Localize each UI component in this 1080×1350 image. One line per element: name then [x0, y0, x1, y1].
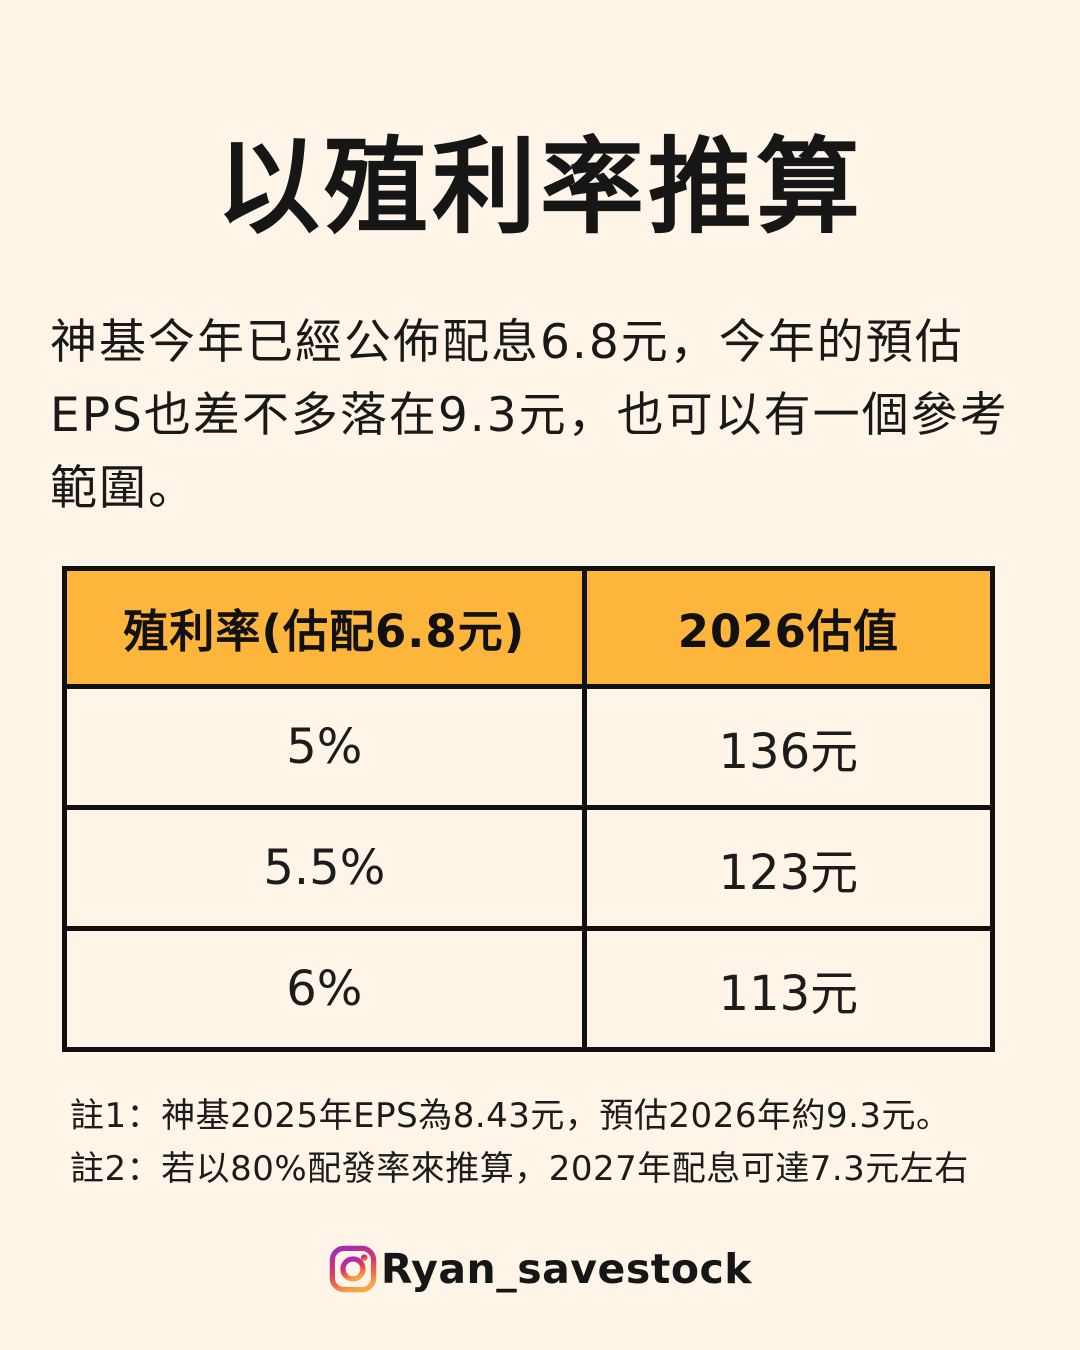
yield-cell: 5.5% — [62, 804, 587, 931]
footer: Ryan_savestock — [0, 1244, 1080, 1294]
table-row: 5% 136元 — [62, 683, 996, 810]
paragraph-line: 神基今年已經公佈配息6.8元，今年的預估 — [50, 314, 964, 370]
table-row: 5.5% 123元 — [62, 804, 996, 931]
paragraph-line: EPS也差不多落在9.3元，也可以有一個參考 — [50, 387, 1009, 443]
yield-cell: 6% — [62, 925, 587, 1052]
footnotes: 註1：神基2025年EPS為8.43元，預估2026年約9.3元。 註2：若以8… — [70, 1090, 1080, 1196]
price-cell: 113元 — [581, 925, 996, 1052]
valuation-table: 殖利率(估配6.8元) 2026估值 5% 136元 5.5% 123元 6% … — [62, 565, 996, 1052]
instagram-handle: Ryan_savestock — [380, 1244, 753, 1293]
footnote-1: 註1：神基2025年EPS為8.43元，預估2026年約9.3元。 — [70, 1095, 951, 1136]
price-cell: 123元 — [581, 804, 996, 931]
page-title: 以殖利率推算 — [215, 126, 864, 248]
table-header-estimate: 2026估值 — [581, 565, 996, 689]
footnote-2: 註2：若以80%配發率來推算，2027年配息可達7.3元左右 — [70, 1148, 969, 1189]
price-cell: 136元 — [581, 683, 996, 810]
paragraph-line: 範圍。 — [50, 460, 197, 516]
table-header-row: 殖利率(估配6.8元) 2026估值 — [62, 565, 996, 689]
table-header-yield: 殖利率(估配6.8元) — [62, 565, 587, 689]
intro-paragraph: 神基今年已經公佈配息6.8元，今年的預估 EPS也差不多落在9.3元，也可以有一… — [0, 306, 1080, 525]
yield-cell: 5% — [62, 683, 587, 810]
instagram-icon — [329, 1245, 377, 1292]
table-row: 6% 113元 — [62, 925, 996, 1052]
